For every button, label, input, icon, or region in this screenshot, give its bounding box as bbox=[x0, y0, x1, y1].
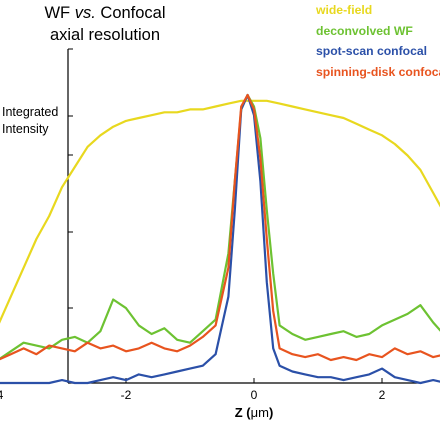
y-axis-label-line-2: Intensity bbox=[2, 122, 49, 136]
x-tick-label-2: 2 bbox=[379, 388, 386, 402]
legend-entry-deconvolved-wf: deconvolved WF bbox=[316, 23, 413, 38]
y-axis-label-line-1: Integrated bbox=[2, 105, 59, 119]
title-line-2: axial resolution bbox=[49, 26, 161, 44]
title-line-1: WF vs. Confocal bbox=[0, 2, 210, 24]
legend: wide-field deconvolved WF spot-scan conf… bbox=[316, 0, 440, 82]
x-tick-label--4: -4 bbox=[0, 388, 4, 402]
series-line-spinning-disk-confocal bbox=[0, 93, 440, 362]
legend-entry-wide-field: wide-field bbox=[316, 3, 373, 17]
legend-entry-spinning-disk-confocal: spinning-disk confocal bbox=[316, 64, 440, 79]
x-axis-label: Z (μm) bbox=[235, 405, 274, 420]
x-tick-labels: -4-2024 bbox=[0, 388, 386, 402]
x-tick-label-0: 0 bbox=[251, 388, 258, 402]
title-vs: vs. bbox=[74, 4, 96, 22]
title-line-1-end: Confocal bbox=[95, 4, 166, 22]
x-tick-label--2: -2 bbox=[121, 388, 132, 402]
y-axis-label: Integrated Intensity bbox=[2, 104, 58, 138]
series-line-wide-field bbox=[0, 99, 440, 324]
title-line-1-start: WF bbox=[44, 4, 75, 22]
chart-title: WF vs. Confocal axial resolution bbox=[0, 2, 210, 46]
series-lines bbox=[0, 93, 440, 385]
legend-entry-spot-scan-confocal: spot-scan confocal bbox=[316, 44, 428, 58]
